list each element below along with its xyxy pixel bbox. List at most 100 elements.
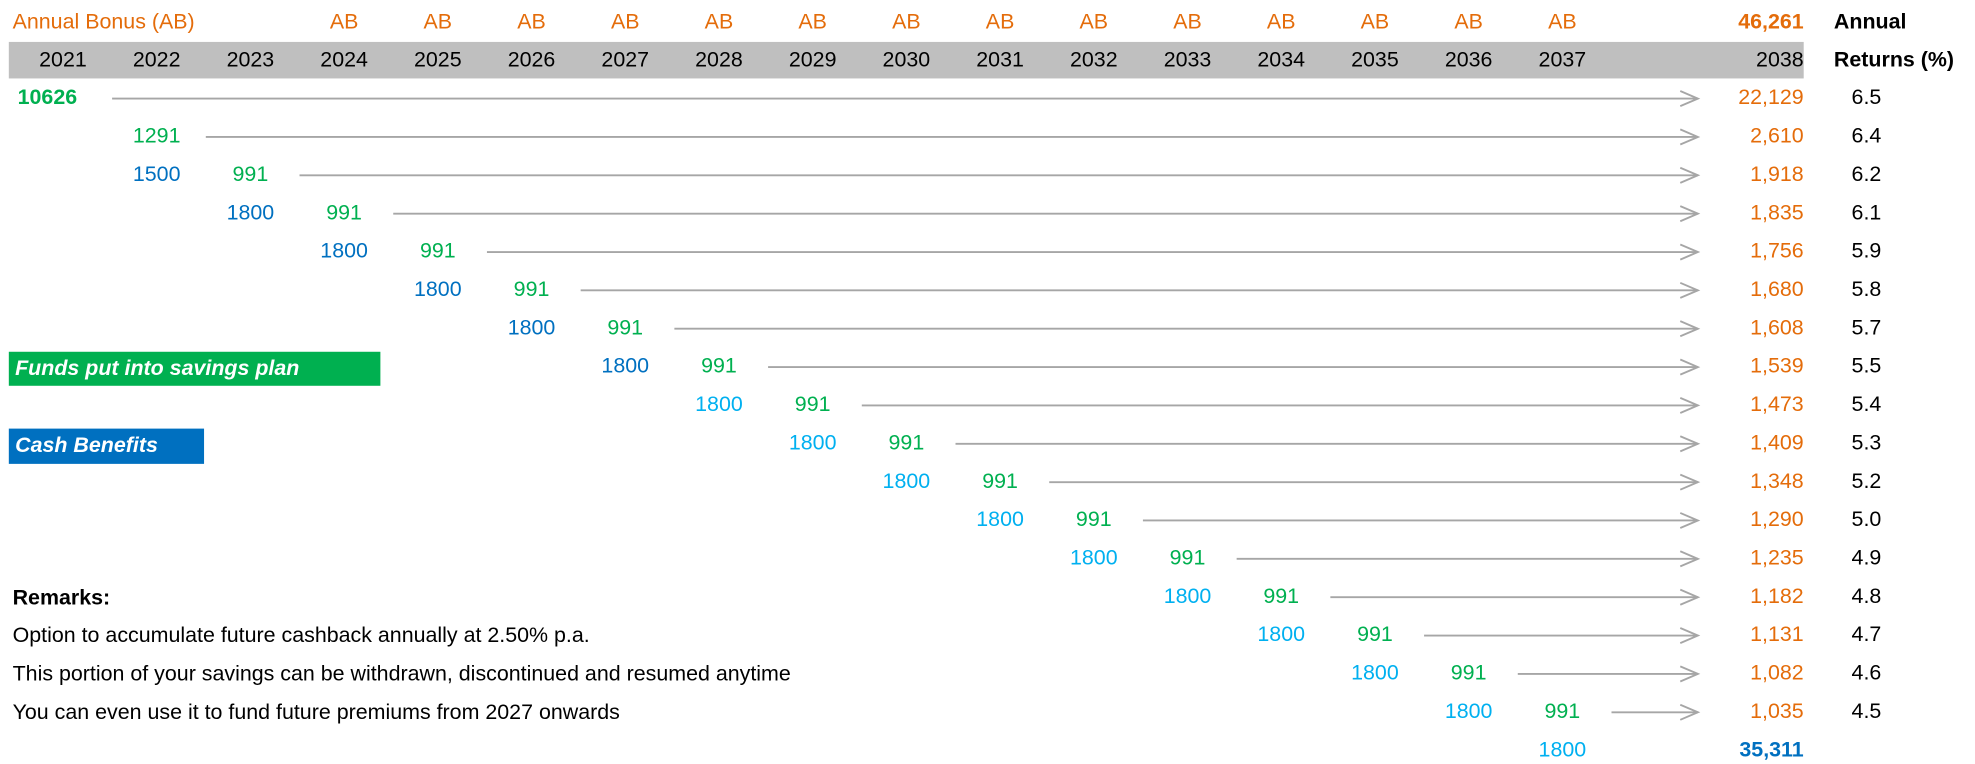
rate: 5.8: [1852, 277, 1882, 301]
cash-amount: 1500: [133, 162, 181, 186]
bonus-label: Annual Bonus (AB): [13, 10, 195, 34]
savings-amount: 10626: [18, 85, 78, 109]
rate: 6.5: [1852, 85, 1882, 109]
savings-amount: 991: [1076, 507, 1112, 531]
ab-mark: AB: [1361, 10, 1390, 34]
year-bar: [8, 41, 1804, 79]
result: 1,235: [1750, 545, 1804, 569]
arrow-head: [1679, 512, 1701, 529]
ab-mark: AB: [611, 10, 640, 34]
result: 1,182: [1750, 584, 1804, 608]
cash-amount: 1800: [414, 277, 462, 301]
savings-amount: 991: [1545, 699, 1581, 723]
arrow-head: [1679, 703, 1701, 721]
arrow-head: [1679, 665, 1701, 683]
remarks-title: Remarks:: [13, 585, 111, 609]
year: 2035: [1351, 47, 1399, 71]
rate: 5.7: [1852, 315, 1882, 339]
rate: 5.3: [1852, 430, 1882, 454]
ab-mark: AB: [892, 10, 921, 34]
result: 1,473: [1750, 392, 1804, 416]
year: 2038: [1756, 47, 1804, 71]
rate: 4.7: [1852, 622, 1882, 646]
result: 1,539: [1750, 354, 1804, 378]
rate: 4.5: [1852, 699, 1882, 723]
rate: 5.5: [1852, 354, 1882, 378]
ab-mark: AB: [705, 10, 734, 34]
year: 2033: [1164, 47, 1212, 71]
arrow-head: [1679, 473, 1701, 491]
cash-amount: 1800: [976, 507, 1024, 531]
savings-amount: 991: [420, 239, 456, 263]
returns-title: Returns (%): [1834, 47, 1954, 71]
arrow-head: [1679, 243, 1701, 261]
arrow-head: [1679, 205, 1701, 223]
cash-amount: 1800: [789, 430, 837, 454]
savings-amount: 991: [233, 162, 269, 186]
arrow-head: [1679, 550, 1701, 568]
remark-line: You can even use it to fund future premi…: [13, 700, 620, 724]
cash-amount: 1800: [1539, 737, 1587, 761]
arrow-head: [1679, 435, 1701, 453]
ab-mark: AB: [517, 10, 546, 34]
ab-mark: AB: [986, 10, 1015, 34]
rate: 5.0: [1852, 507, 1882, 531]
cash-amount: 1800: [1070, 545, 1118, 569]
ab-mark: AB: [1267, 10, 1296, 34]
savings-amount: 991: [1357, 622, 1393, 646]
result: 1,409: [1750, 430, 1804, 454]
returns-title: Annual: [1834, 10, 1907, 34]
remark-line: This portion of your savings can be with…: [13, 662, 791, 686]
cash-amount: 1800: [883, 469, 931, 493]
ab-mark: AB: [1548, 10, 1577, 34]
arrow-head: [1679, 627, 1701, 644]
arrow-head: [1679, 90, 1701, 108]
year: 2021: [39, 47, 87, 71]
rate: 6.4: [1852, 124, 1882, 148]
cash-legend-box: [8, 428, 205, 464]
ab-mark: AB: [424, 10, 453, 34]
rate: 5.2: [1852, 469, 1882, 493]
result: 1,290: [1750, 507, 1804, 531]
ab-mark: AB: [330, 10, 359, 34]
result: 1,131: [1750, 622, 1804, 646]
arrow-head: [1679, 320, 1701, 338]
year: 2029: [789, 47, 837, 71]
result: 1,835: [1750, 200, 1804, 224]
ab-mark: AB: [1173, 10, 1202, 34]
arrow-head: [1679, 281, 1701, 299]
cash-amount: 1800: [601, 354, 649, 378]
result: 2,610: [1750, 124, 1804, 148]
year: 2025: [414, 47, 462, 71]
remark-line: Option to accumulate future cashback ann…: [13, 623, 590, 647]
year: 2032: [1070, 47, 1118, 71]
savings-amount: 991: [795, 392, 831, 416]
result: 1,608: [1750, 315, 1804, 339]
arrow-head: [1679, 588, 1701, 606]
year: 2030: [883, 47, 931, 71]
result: 1,918: [1750, 162, 1804, 186]
year: 2023: [227, 47, 275, 71]
savings-amount: 991: [1451, 661, 1487, 685]
result: 1,756: [1750, 239, 1804, 263]
rate: 6.2: [1852, 162, 1882, 186]
cash-amount: 1800: [1445, 699, 1493, 723]
savings-amount: 991: [1170, 545, 1206, 569]
savings-amount: 991: [889, 430, 925, 454]
arrow-head: [1679, 358, 1701, 376]
cash-amount: 1800: [508, 315, 556, 339]
year: 2024: [320, 47, 368, 71]
result: 1,082: [1750, 661, 1804, 685]
ab-mark: AB: [1080, 10, 1109, 34]
savings-amount: 991: [607, 315, 643, 339]
arrow-head: [1679, 128, 1701, 146]
cash-legend: Cash Benefits: [15, 433, 158, 457]
savings-amount: 991: [326, 200, 362, 224]
arrow-head: [1679, 166, 1701, 184]
year: 2022: [133, 47, 181, 71]
year: 2027: [601, 47, 649, 71]
cash-amount: 1800: [695, 392, 743, 416]
cash-amount: 1800: [320, 239, 368, 263]
